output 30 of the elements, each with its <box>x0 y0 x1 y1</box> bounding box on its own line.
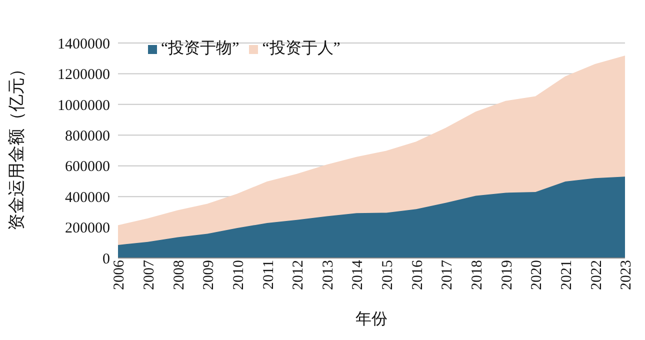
legend-label: “投资于人” <box>262 40 340 57</box>
x-tick-label: 2009 <box>201 260 218 290</box>
x-tick-label: 2023 <box>618 260 635 290</box>
x-tick-label: 2006 <box>112 260 128 290</box>
y-axis-title: 资金运用金额（亿元） <box>7 60 26 230</box>
x-tick-label: 2016 <box>410 260 426 290</box>
y-tick-label: 1200000 <box>58 67 110 84</box>
y-tick-label: 1000000 <box>58 98 110 114</box>
x-tick-label: 2017 <box>440 260 456 290</box>
x-tick-label: 2020 <box>529 260 546 290</box>
x-tick-label: 2012 <box>290 260 307 290</box>
y-tick-label: 200000 <box>65 220 110 237</box>
x-tick-label: 2022 <box>588 260 605 290</box>
y-tick-label: 800000 <box>65 128 110 144</box>
y-tick-label: 1400000 <box>58 36 110 52</box>
x-tick-label: 2011 <box>260 260 277 290</box>
x-tick-label: 2015 <box>380 260 396 290</box>
legend-label: “投资于物” <box>161 40 240 57</box>
x-tick-label: 2019 <box>499 260 516 290</box>
x-tick-label: 2008 <box>171 260 188 290</box>
x-tick-label: 2018 <box>470 260 486 290</box>
x-tick-label: 2014 <box>350 260 366 290</box>
x-tick-label: 2007 <box>141 260 158 290</box>
x-tick-label: 2013 <box>320 260 336 290</box>
x-tick-label: 2010 <box>230 260 247 290</box>
y-tick-label: 0 <box>102 251 110 268</box>
y-tick-label: 600000 <box>65 159 110 176</box>
y-tick-label: 400000 <box>65 190 110 206</box>
x-axis-title: 年份 <box>356 311 388 328</box>
x-tick-label: 2021 <box>559 260 576 290</box>
